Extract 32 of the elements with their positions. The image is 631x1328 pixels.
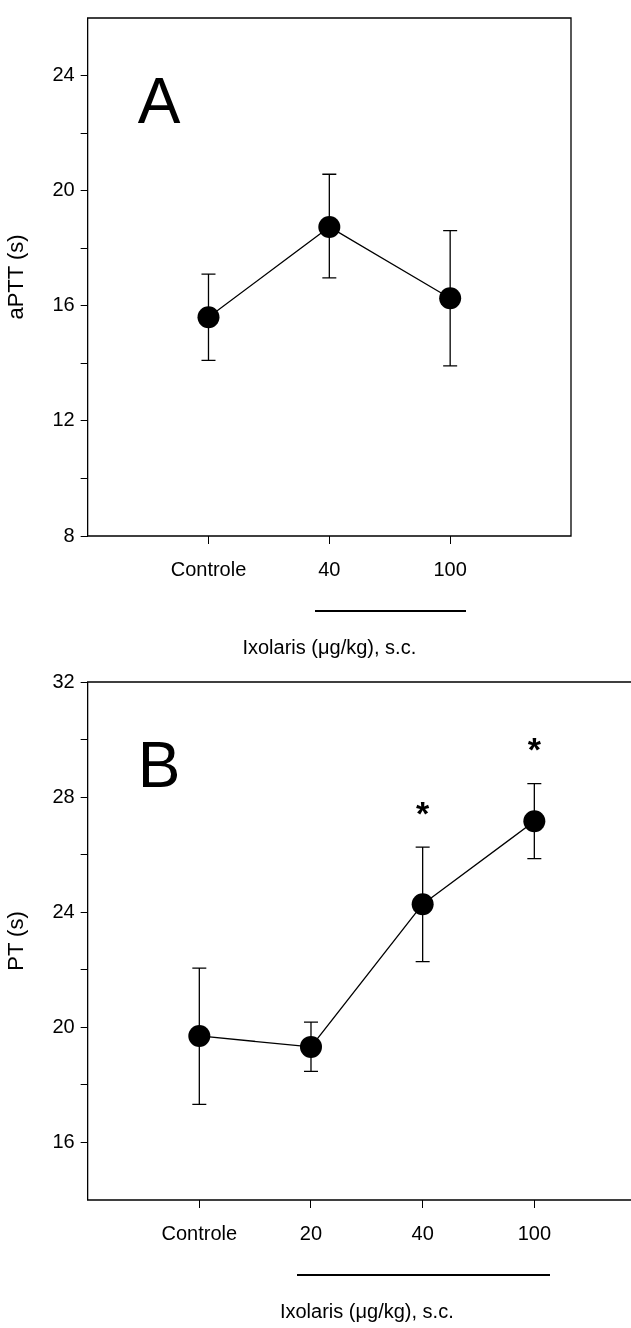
y-tick-label: 20 [52,1014,75,1037]
y-tick-label: 24 [52,63,75,86]
y-tick-label: 20 [52,178,75,201]
point [411,893,434,916]
point [439,287,462,310]
text: B [137,729,181,801]
y-axis-title: aPTT (s) [3,234,29,320]
x-tick-label: Controle [161,1221,238,1244]
annotation: * [527,729,542,768]
x-tick-label: 100 [433,557,467,580]
x-tick-label: Controle [170,557,247,580]
x-axis-title: Ixolaris (μg/kg), s.c. [242,635,417,658]
x-axis-title: Ixolaris (μg/kg), s.c. [279,1299,454,1322]
text: A [137,65,181,137]
x-tick-label: 40 [411,1221,434,1244]
y-tick-label: 8 [63,523,75,546]
x-tick-label: 40 [318,557,341,580]
point [197,306,220,329]
y-tick-label: 28 [52,784,75,807]
y-tick-label: 16 [52,293,75,316]
x-tick-label: 20 [299,1221,323,1244]
y-tick-label: 32 [52,669,75,692]
y-tick-label: 16 [52,1129,75,1152]
annotation: * [416,793,431,832]
y-axis-title: PT (s) [3,911,29,971]
point [318,215,341,238]
x-tick-label: 100 [517,1221,552,1244]
y-tick-label: 12 [52,408,75,431]
point [299,1035,322,1058]
point [188,1024,211,1047]
point [523,810,546,833]
y-tick-label: 24 [52,899,75,922]
